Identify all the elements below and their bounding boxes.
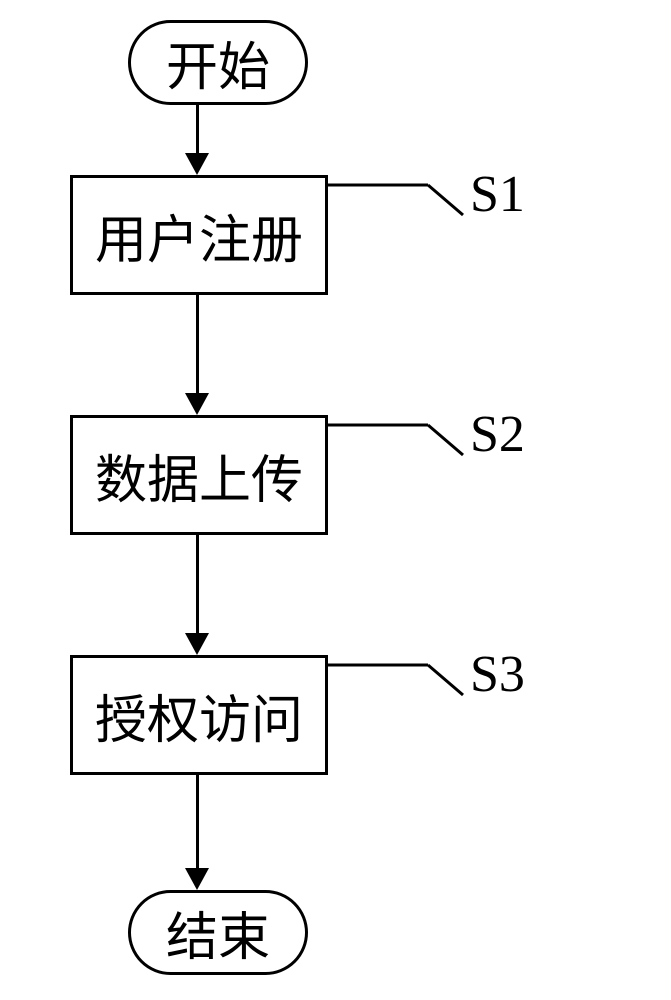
process-s1: 用户注册 xyxy=(70,175,328,295)
process-s3: 授权访问 xyxy=(70,655,328,775)
start-text: 开始 xyxy=(166,25,270,100)
label-s3: S3 xyxy=(470,645,525,704)
s2-text: 数据上传 xyxy=(95,438,303,513)
arrow-4 xyxy=(196,775,199,868)
arrow-head-2 xyxy=(185,393,209,415)
end-node: 结束 xyxy=(128,890,308,975)
arrow-1 xyxy=(196,105,199,153)
connector-s1 xyxy=(328,175,468,235)
label-s1: S1 xyxy=(470,165,525,224)
connector-s3 xyxy=(328,655,468,715)
label-s2: S2 xyxy=(470,405,525,464)
arrow-head-4 xyxy=(185,868,209,890)
arrow-head-3 xyxy=(185,633,209,655)
s3-text: 授权访问 xyxy=(95,678,303,753)
s1-text: 用户注册 xyxy=(95,198,303,273)
arrow-head-1 xyxy=(185,153,209,175)
process-s2: 数据上传 xyxy=(70,415,328,535)
arrow-3 xyxy=(196,535,199,633)
connector-s2 xyxy=(328,415,468,475)
end-text: 结束 xyxy=(166,895,270,970)
arrow-2 xyxy=(196,295,199,393)
start-node: 开始 xyxy=(128,20,308,105)
